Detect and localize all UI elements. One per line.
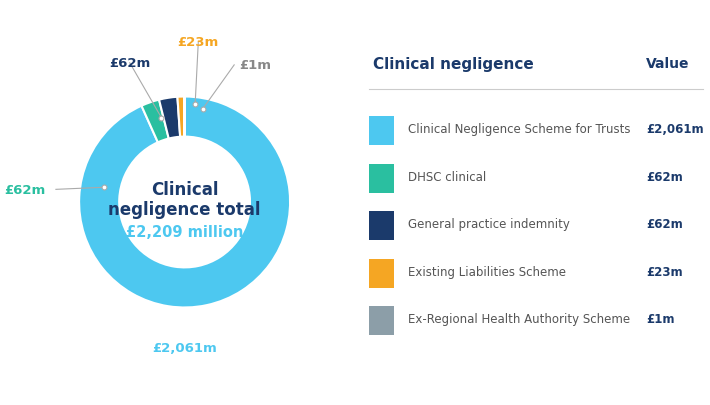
Text: £1m: £1m [239, 59, 271, 72]
FancyBboxPatch shape [369, 164, 394, 194]
Text: £62m: £62m [4, 183, 45, 196]
Text: £62m: £62m [646, 218, 683, 231]
FancyBboxPatch shape [369, 211, 394, 241]
Wedge shape [159, 98, 180, 139]
Text: Clinical Negligence Scheme for Trusts: Clinical Negligence Scheme for Trusts [408, 123, 630, 136]
FancyBboxPatch shape [369, 117, 394, 146]
Text: Clinical: Clinical [151, 181, 219, 199]
Text: £62m: £62m [646, 171, 683, 183]
Text: Value: Value [646, 57, 689, 71]
Text: negligence total: negligence total [109, 201, 261, 219]
FancyBboxPatch shape [369, 306, 394, 335]
Text: £2,209 million: £2,209 million [126, 224, 244, 239]
Text: Ex-Regional Health Authority Scheme: Ex-Regional Health Authority Scheme [408, 313, 630, 326]
Wedge shape [178, 97, 185, 137]
Text: £1m: £1m [646, 313, 674, 326]
Text: General practice indemnity: General practice indemnity [408, 218, 570, 231]
Wedge shape [141, 100, 169, 143]
Text: £62m: £62m [109, 57, 151, 70]
Text: £23m: £23m [646, 265, 683, 278]
Text: DHSC clinical: DHSC clinical [408, 171, 486, 183]
Text: Existing Liabilities Scheme: Existing Liabilities Scheme [408, 265, 567, 278]
Text: £2,061m: £2,061m [152, 341, 217, 354]
Text: £23m: £23m [178, 36, 219, 49]
Text: £2,061m: £2,061m [646, 123, 704, 136]
FancyBboxPatch shape [369, 259, 394, 288]
Text: Clinical negligence: Clinical negligence [373, 57, 533, 71]
Wedge shape [79, 97, 290, 308]
